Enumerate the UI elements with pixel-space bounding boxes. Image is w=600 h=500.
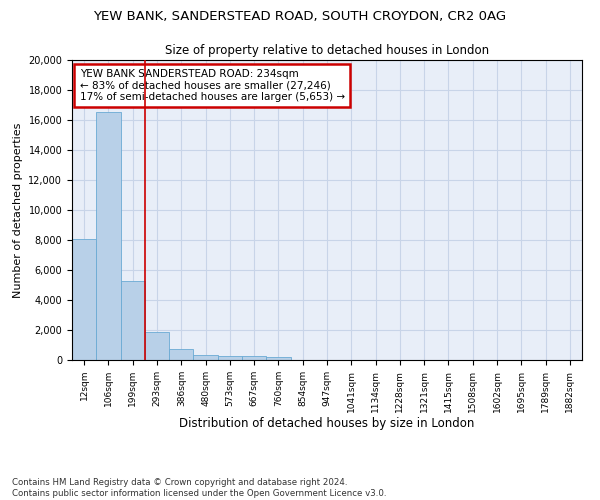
Bar bbox=[266, 357, 290, 360]
X-axis label: Distribution of detached houses by size in London: Distribution of detached houses by size … bbox=[179, 418, 475, 430]
Y-axis label: Number of detached properties: Number of detached properties bbox=[13, 122, 23, 298]
Bar bbox=[121, 280, 145, 360]
Bar bbox=[193, 355, 218, 360]
Text: YEW BANK SANDERSTEAD ROAD: 234sqm
← 83% of detached houses are smaller (27,246)
: YEW BANK SANDERSTEAD ROAD: 234sqm ← 83% … bbox=[80, 69, 345, 102]
Bar bbox=[96, 112, 121, 360]
Text: YEW BANK, SANDERSTEAD ROAD, SOUTH CROYDON, CR2 0AG: YEW BANK, SANDERSTEAD ROAD, SOUTH CROYDO… bbox=[94, 10, 506, 23]
Bar bbox=[72, 238, 96, 360]
Bar bbox=[242, 356, 266, 360]
Bar bbox=[145, 332, 169, 360]
Bar bbox=[218, 356, 242, 360]
Bar bbox=[169, 349, 193, 360]
Title: Size of property relative to detached houses in London: Size of property relative to detached ho… bbox=[165, 44, 489, 58]
Text: Contains HM Land Registry data © Crown copyright and database right 2024.
Contai: Contains HM Land Registry data © Crown c… bbox=[12, 478, 386, 498]
